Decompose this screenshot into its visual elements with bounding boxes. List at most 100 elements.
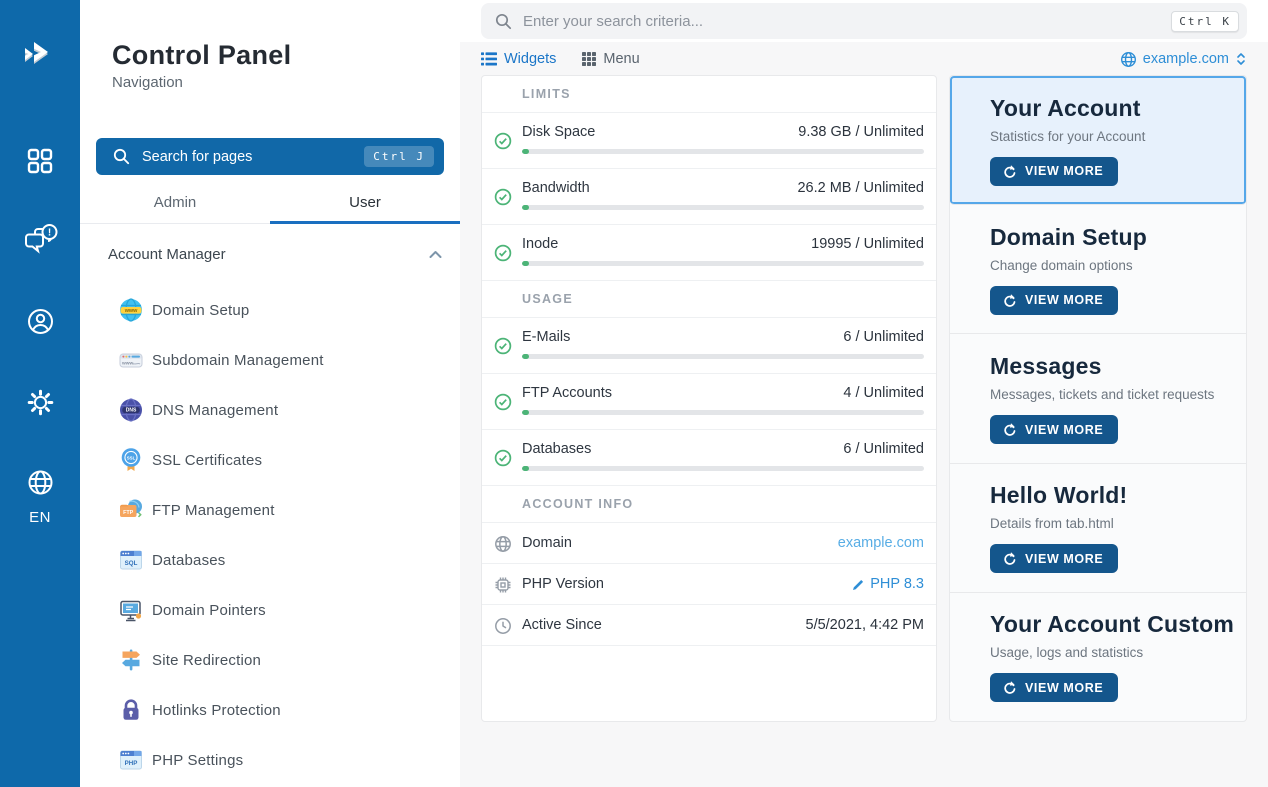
dashboard-content: LIMITS Disk Space 9.38 GB / Unlimited Ban… bbox=[481, 75, 1247, 722]
tab-menu[interactable]: Menu bbox=[582, 51, 640, 67]
ssl-badge-icon: SSL bbox=[121, 448, 141, 471]
account-icon[interactable] bbox=[0, 306, 80, 336]
cpu-icon bbox=[495, 577, 511, 593]
svg-text:PHP: PHP bbox=[125, 760, 138, 767]
progress-bar bbox=[522, 205, 924, 210]
stat-row-databases: Databases 6 / Unlimited bbox=[482, 430, 936, 486]
sidebar-item-domain-pointers[interactable]: Domain Pointers bbox=[80, 585, 460, 635]
nav-item-list: www Domain Setup www. Subdomain Manageme… bbox=[80, 285, 460, 785]
card-hello-world: Hello World! Details from tab.html VIEW … bbox=[950, 464, 1246, 593]
sidebar-item-site-redirection[interactable]: Site Redirection bbox=[80, 635, 460, 685]
nav-tabbar: Admin User bbox=[80, 184, 460, 224]
sidebar-item-ssl-certificates[interactable]: SSL SSL Certificates bbox=[80, 435, 460, 485]
check-circle-icon bbox=[494, 188, 512, 206]
sort-arrows-icon bbox=[1237, 53, 1245, 65]
tab-admin[interactable]: Admin bbox=[153, 194, 197, 211]
notifications-icon[interactable]: ! bbox=[0, 222, 80, 258]
language-globe-icon[interactable] bbox=[0, 467, 80, 497]
dns-globe-icon: DNS bbox=[120, 398, 142, 422]
view-more-button[interactable]: VIEW MORE bbox=[990, 673, 1119, 703]
sidebar-item-dns-management[interactable]: DNS DNS Management bbox=[80, 385, 460, 435]
progress-bar bbox=[522, 354, 924, 359]
view-more-button[interactable]: VIEW MORE bbox=[990, 544, 1119, 574]
language-code[interactable]: EN bbox=[29, 509, 51, 526]
globe-icon bbox=[1120, 51, 1136, 67]
svg-text:SQL: SQL bbox=[125, 560, 138, 567]
view-more-button[interactable]: VIEW MORE bbox=[990, 156, 1119, 186]
check-circle-icon bbox=[494, 449, 512, 467]
global-search-field[interactable]: Ctrl K bbox=[481, 3, 1247, 39]
section-header-account-info: ACCOUNT INFO bbox=[482, 486, 936, 523]
list-icon bbox=[481, 52, 497, 66]
stats-panel: LIMITS Disk Space 9.38 GB / Unlimited Ban… bbox=[481, 75, 937, 722]
check-circle-icon bbox=[494, 244, 512, 262]
settings-icon[interactable] bbox=[0, 387, 80, 417]
section-account-manager[interactable]: Account Manager bbox=[96, 240, 444, 268]
php-version-edit-link[interactable]: PHP 8.3 bbox=[852, 576, 924, 592]
view-more-button[interactable]: VIEW MORE bbox=[990, 285, 1119, 315]
svg-text:!: ! bbox=[48, 227, 51, 238]
info-row-domain: Domain example.com bbox=[482, 523, 936, 564]
globe-icon bbox=[495, 536, 511, 552]
clock-icon bbox=[495, 618, 511, 634]
view-tabbar: Widgets Menu example.com bbox=[460, 44, 1268, 74]
stat-row-ftp-accounts: FTP Accounts 4 / Unlimited bbox=[482, 374, 936, 430]
widget-cards-column: Your Account Statistics for your Account… bbox=[949, 75, 1247, 722]
search-icon bbox=[495, 13, 512, 29]
stat-row-disk-space: Disk Space 9.38 GB / Unlimited bbox=[482, 113, 936, 169]
sidebar-item-php-settings[interactable]: PHP PHP Settings bbox=[80, 735, 460, 785]
progress-bar bbox=[522, 149, 924, 154]
redo-arrow-icon bbox=[1004, 293, 1016, 307]
domain-value-link[interactable]: example.com bbox=[837, 535, 924, 551]
tab-widgets[interactable]: Widgets bbox=[481, 51, 556, 67]
search-pages-button[interactable]: Search for pages Ctrl J bbox=[96, 138, 444, 175]
grid-icon bbox=[582, 52, 597, 66]
redo-arrow-icon bbox=[1004, 164, 1016, 178]
app-logo[interactable] bbox=[0, 32, 80, 80]
sql-window-icon: SQL bbox=[120, 550, 142, 570]
sidebar-item-hotlinks-protection[interactable]: Hotlinks Protection bbox=[80, 685, 460, 735]
globe-www-icon: www bbox=[120, 298, 142, 322]
padlock-icon bbox=[123, 699, 139, 720]
subdomain-browser-icon: www. bbox=[119, 353, 143, 368]
php-window-icon: PHP bbox=[120, 750, 142, 770]
sidebar-item-databases[interactable]: SQL Databases bbox=[80, 535, 460, 585]
page-subtitle: Navigation bbox=[112, 74, 183, 91]
domain-selector[interactable]: example.com bbox=[1120, 51, 1247, 68]
ftp-folder-icon: FTP bbox=[120, 499, 142, 518]
section-header-usage: USAGE bbox=[482, 281, 936, 318]
sidebar-item-ftp-management[interactable]: FTP FTP Management bbox=[80, 485, 460, 535]
pencil-icon bbox=[853, 579, 864, 590]
tab-user[interactable]: User bbox=[270, 184, 460, 224]
progress-bar bbox=[522, 466, 924, 471]
svg-text:www.: www. bbox=[121, 362, 134, 367]
svg-text:FTP: FTP bbox=[123, 510, 134, 516]
double-chevron-logo-icon bbox=[25, 42, 48, 64]
monitor-icon bbox=[120, 600, 142, 622]
global-search-input[interactable] bbox=[523, 12, 1172, 30]
navigation-panel: Control Panel Navigation Search for page… bbox=[80, 0, 460, 787]
check-circle-icon bbox=[494, 132, 512, 150]
card-your-account: Your Account Statistics for your Account… bbox=[950, 76, 1246, 206]
card-your-account-custom: Your Account Custom Usage, logs and stat… bbox=[950, 593, 1246, 721]
info-row-php-version: PHP Version PHP 8.3 bbox=[482, 564, 936, 605]
redo-arrow-icon bbox=[1004, 423, 1016, 436]
stat-row-emails: E-Mails 6 / Unlimited bbox=[482, 318, 936, 374]
global-search-bar: Ctrl K bbox=[460, 0, 1268, 42]
chevron-up-icon bbox=[429, 250, 442, 258]
shortcut-badge-ctrl-j: Ctrl J bbox=[364, 146, 434, 167]
selected-domain: example.com bbox=[1142, 51, 1229, 67]
search-pages-label: Search for pages bbox=[142, 148, 253, 165]
progress-bar bbox=[522, 410, 924, 415]
sidebar-item-domain-setup[interactable]: www Domain Setup bbox=[80, 285, 460, 335]
view-more-button[interactable]: VIEW MORE bbox=[990, 415, 1119, 444]
apps-grid-icon[interactable] bbox=[0, 146, 80, 176]
info-row-active-since: Active Since 5/5/2021, 4:42 PM bbox=[482, 605, 936, 646]
redo-arrow-icon bbox=[1004, 552, 1016, 565]
main-area: Ctrl K Widgets Menu bbox=[460, 0, 1268, 787]
card-messages: Messages Messages, tickets and ticket re… bbox=[950, 334, 1246, 464]
card-domain-setup: Domain Setup Change domain options VIEW … bbox=[950, 205, 1246, 335]
signpost-icon bbox=[122, 649, 140, 671]
sidebar-item-subdomain-management[interactable]: www. Subdomain Management bbox=[80, 335, 460, 385]
